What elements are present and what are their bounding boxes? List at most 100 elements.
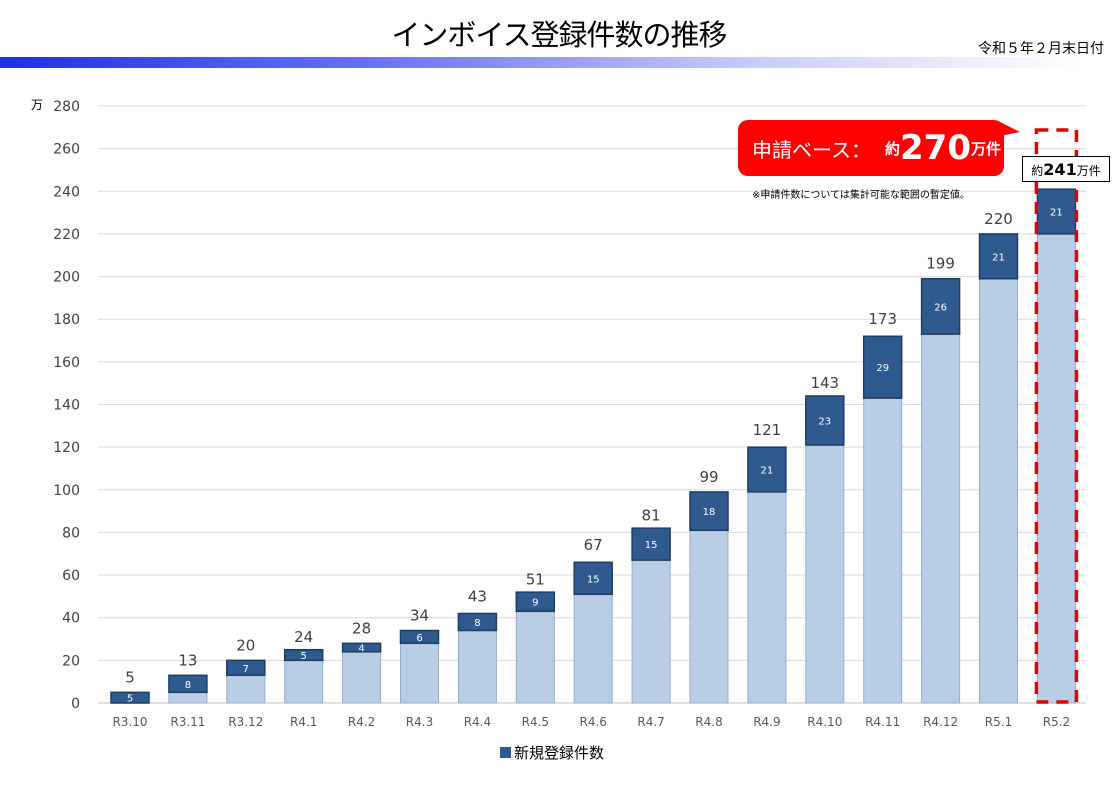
callout-tail [1000, 122, 1020, 136]
bar-new-label: 8 [474, 618, 480, 629]
bar-base [921, 333, 961, 704]
x-tick-label: R4.5 [522, 715, 549, 729]
bar-base [515, 610, 555, 704]
x-tick-label: R4.11 [865, 715, 900, 729]
bar-new-label: 18 [703, 507, 716, 518]
x-tick-label: R4.9 [753, 715, 780, 729]
callout-note: ※申請件数については集計可能な範囲の暫定値。 [752, 190, 970, 201]
bar-base [1036, 233, 1076, 704]
bar-new-registrations [689, 491, 729, 532]
bar-total-label: 13 [178, 651, 197, 669]
bar-base [573, 593, 613, 704]
y-tick-label: 220 [53, 227, 80, 243]
bar-total-label: 173 [868, 310, 897, 328]
x-tick-label: R4.8 [695, 715, 722, 729]
bar-new-label: 5 [127, 694, 133, 705]
date-label: 令和５年２月末日付 [978, 41, 1104, 57]
bar-base [400, 642, 439, 704]
y-tick-label: 240 [53, 184, 80, 200]
bar-base [168, 691, 208, 704]
y-tick-label: 260 [53, 142, 80, 158]
x-tick-label: R3.11 [170, 715, 205, 729]
bar-new-label: 21 [992, 252, 1005, 263]
title-gradient-band [0, 57, 1080, 68]
bar-new-label: 6 [416, 633, 422, 644]
bar-new-label: 5 [301, 651, 307, 662]
y-tick-label: 20 [62, 653, 80, 669]
y-tick-label: 0 [71, 696, 80, 712]
page-title: インボイス登録件数の推移 [391, 18, 727, 52]
bar-total-label: 121 [753, 421, 782, 439]
bar-new-label: 23 [818, 416, 831, 427]
bar-new-label: 29 [876, 363, 889, 374]
bar-new-registrations [1036, 188, 1077, 235]
bar-total-label: 24 [294, 628, 313, 646]
bar-new-label: 21 [1050, 208, 1063, 219]
bar-new-registrations [168, 674, 208, 694]
y-tick-label: 280 [53, 99, 80, 115]
x-tick-label: R3.12 [228, 715, 263, 729]
bar-total-label: 5 [125, 668, 135, 686]
highlight-value: 241 [1043, 160, 1077, 179]
bar-new-registrations [920, 277, 961, 335]
bar-total-label: 81 [642, 506, 661, 524]
highlight-unit: 万件 [1076, 164, 1101, 178]
y-tick-label: 200 [53, 270, 80, 286]
x-tick-label: R4.1 [290, 715, 317, 729]
bar-base [226, 674, 266, 704]
bar-new-registrations [862, 335, 903, 399]
bar-base [863, 397, 903, 704]
y-tick-label: 80 [62, 525, 80, 541]
y-tick-label: 60 [62, 568, 80, 584]
bar-new-registrations [457, 612, 498, 632]
bar-base [284, 659, 324, 704]
x-tick-label: R4.2 [348, 715, 375, 729]
legend-label: 新規登録件数 [514, 744, 605, 762]
bar-new-registrations [805, 395, 845, 446]
bar-new-registrations [573, 561, 613, 596]
application-callout: 申請ベース： 約 270 万件 [738, 120, 1004, 176]
bar-base [342, 651, 382, 704]
bar-new-label: 21 [761, 466, 774, 477]
callout-label: 申請ベース： [752, 137, 871, 162]
x-tick-label: R3.10 [112, 715, 147, 729]
highlight-total-box: 約 241 万件 [1022, 156, 1110, 182]
y-tick-label: 180 [53, 312, 80, 328]
bar-base [805, 444, 845, 704]
bar-new-label: 9 [532, 598, 538, 609]
highlight-prefix: 約 [1031, 164, 1044, 178]
callout-prefix: 約 [885, 139, 901, 158]
y-tick-label: 100 [53, 483, 80, 499]
x-tick-label: R5.1 [985, 715, 1012, 729]
bar-total-label: 43 [468, 587, 487, 605]
bar-new-registrations [283, 648, 324, 662]
bar-base [457, 630, 497, 704]
bar-total-label: 28 [352, 619, 371, 637]
bar-new-registrations [226, 659, 266, 677]
bar-total-label: 143 [810, 374, 839, 392]
bar-total-label: 20 [236, 636, 255, 654]
x-tick-label: R5.2 [1043, 715, 1070, 729]
bar-new-registrations [110, 691, 150, 704]
bar-total-label: 199 [926, 255, 955, 273]
legend: 新規登録件数 [500, 742, 604, 763]
bar-total-label: 51 [526, 570, 545, 588]
bar-total-label: 99 [699, 468, 718, 486]
y-tick-label: 40 [62, 611, 80, 627]
x-tick-label: R4.10 [807, 715, 842, 729]
bar-base [631, 559, 671, 704]
x-tick-label: R4.6 [579, 715, 606, 729]
bar-new-registrations [978, 233, 1019, 280]
x-tick-label: R4.4 [464, 715, 491, 729]
x-tick-label: R4.7 [637, 715, 664, 729]
bar-new-registrations [399, 629, 440, 645]
bar-base [747, 491, 787, 704]
bar-new-registrations [747, 446, 787, 493]
callout-value: 270 [900, 128, 971, 168]
y-tick-label: 160 [53, 355, 80, 371]
highlight-dashed-box [1034, 128, 1079, 704]
y-tick-label: 140 [53, 398, 80, 414]
bar-new-label: 8 [185, 680, 191, 691]
